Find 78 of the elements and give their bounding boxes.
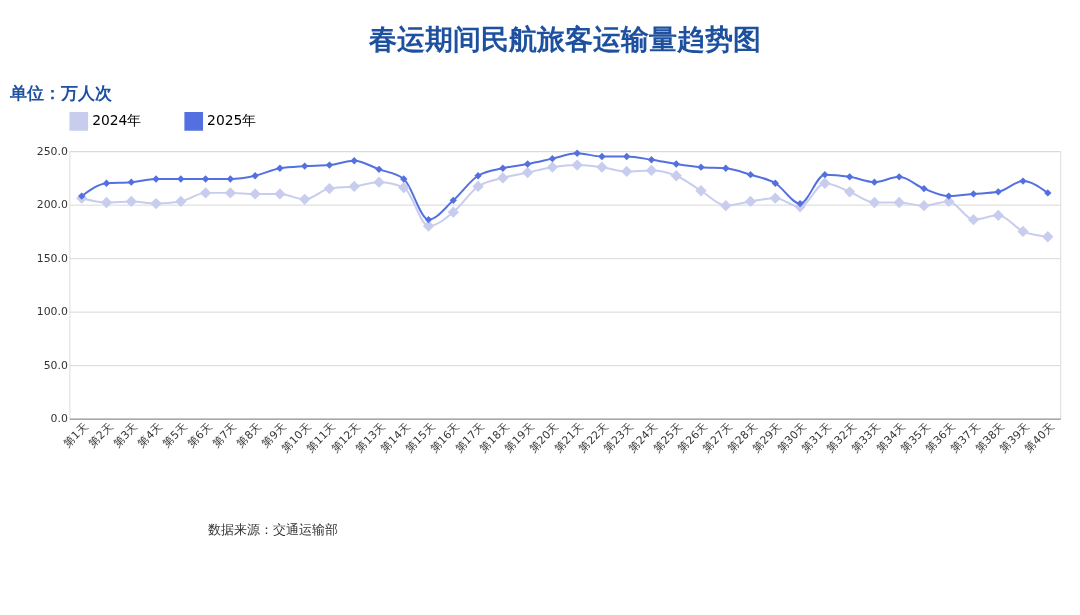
point	[78, 192, 86, 200]
point	[645, 164, 658, 177]
point	[276, 164, 284, 172]
point	[945, 192, 953, 200]
point	[199, 187, 212, 199]
point	[523, 160, 532, 168]
legend-label: 2025年	[207, 112, 257, 129]
point	[375, 165, 383, 174]
point	[301, 162, 309, 170]
point	[1042, 231, 1054, 243]
point	[992, 209, 1004, 221]
point	[299, 193, 311, 205]
point	[994, 188, 1002, 196]
point	[623, 152, 631, 161]
point	[573, 149, 581, 157]
point	[449, 196, 457, 205]
point	[670, 170, 682, 182]
y-tick-label: 0.0	[50, 412, 68, 426]
point	[895, 173, 903, 181]
point	[398, 181, 410, 194]
point	[598, 152, 606, 161]
point	[325, 161, 334, 169]
point	[819, 177, 831, 189]
point	[1017, 225, 1029, 238]
point	[722, 164, 730, 172]
point	[548, 154, 557, 163]
legend-label: 2024年	[92, 112, 142, 129]
point	[251, 172, 259, 180]
point	[249, 188, 261, 200]
y-tick-label: 250.0	[36, 144, 68, 158]
point	[175, 195, 187, 208]
point	[918, 200, 930, 212]
point	[102, 179, 111, 187]
point	[796, 199, 804, 208]
point	[969, 190, 978, 198]
point	[373, 176, 385, 188]
point	[499, 164, 507, 172]
point	[571, 159, 583, 171]
point	[100, 196, 113, 209]
point	[424, 215, 433, 224]
point	[150, 197, 162, 210]
point	[596, 161, 608, 173]
chart-title: 春运期间民航旅客运输量趋势图	[367, 23, 761, 57]
point	[695, 185, 707, 197]
point	[472, 180, 484, 193]
y-tick-label: 150.0	[36, 251, 68, 265]
point	[546, 161, 559, 173]
y-tick-label: 50.0	[43, 358, 68, 372]
point	[348, 180, 360, 193]
point	[1044, 189, 1052, 197]
point	[744, 195, 757, 208]
point	[720, 200, 732, 212]
point	[274, 188, 286, 200]
point	[226, 175, 235, 183]
point	[323, 182, 336, 195]
y-tick-label: 200.0	[36, 198, 68, 212]
point	[497, 172, 509, 184]
point	[870, 178, 879, 186]
point	[224, 187, 237, 199]
point	[127, 178, 135, 186]
point	[845, 173, 854, 181]
point	[920, 184, 928, 193]
y-axis-title: 单位：万人次	[8, 82, 113, 103]
source-note: 数据来源：交通运输部	[208, 521, 339, 537]
point	[521, 166, 534, 179]
point	[647, 156, 656, 164]
point	[843, 186, 856, 198]
point	[893, 196, 905, 209]
point	[350, 157, 358, 165]
point	[621, 165, 633, 178]
point	[447, 206, 459, 218]
point	[967, 213, 980, 226]
y-tick-label: 100.0	[36, 305, 68, 319]
point	[746, 171, 755, 179]
point	[771, 179, 779, 187]
point	[769, 192, 781, 204]
point	[821, 171, 829, 179]
point	[125, 195, 137, 208]
